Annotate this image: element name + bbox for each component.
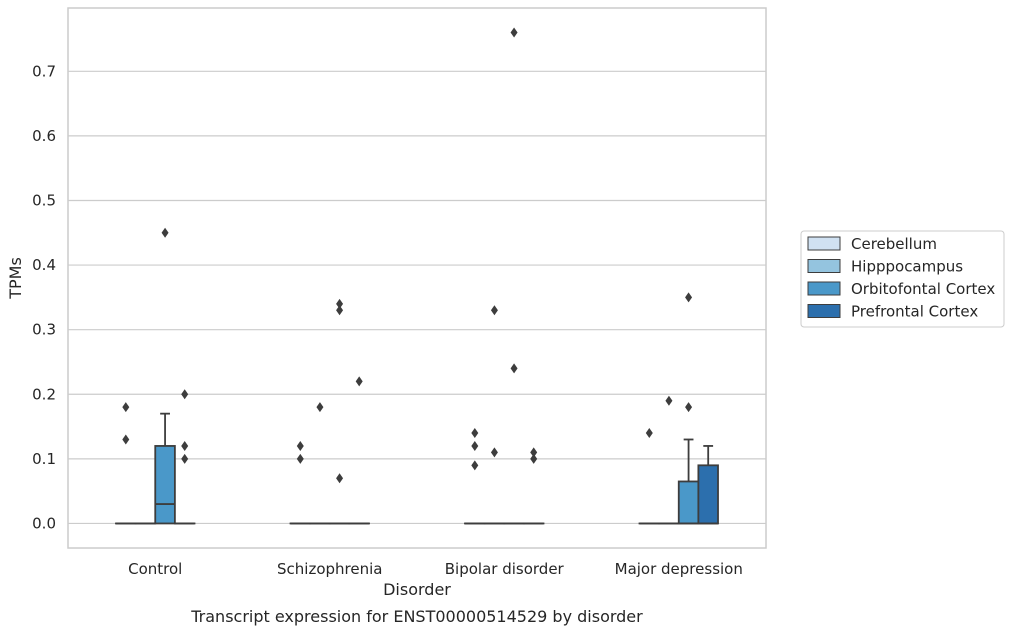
legend-swatch xyxy=(807,259,841,273)
box-prefrontal-cortex xyxy=(697,445,719,525)
box-body xyxy=(677,480,700,525)
y-tick-label: 0.4 xyxy=(32,256,56,274)
y-tick-label: 0.3 xyxy=(32,321,56,339)
outlier-point xyxy=(510,27,518,38)
y-tick-label: 0.7 xyxy=(32,62,56,80)
box-orbitofontal-cortex xyxy=(154,412,176,525)
x-tick-label: Schizophrenia xyxy=(277,560,382,578)
outlier-point xyxy=(122,402,130,413)
x-tick-label: Bipolar disorder xyxy=(445,560,565,578)
outlier-point xyxy=(181,453,189,464)
outlier-point xyxy=(665,395,673,406)
outlier-point xyxy=(336,305,344,316)
y-tick-labels: 0.0 0.1 0.2 0.3 0.4 0.5 0.6 0.7 xyxy=(32,62,56,532)
outlier-point xyxy=(161,227,169,238)
y-tick-label: 0.1 xyxy=(32,450,56,468)
legend-swatch xyxy=(807,304,841,318)
outlier-point xyxy=(336,473,344,484)
y-tick-label: 0.5 xyxy=(32,191,56,209)
legend: Cerebellum Hipppocampus Orbitofontal Corte… xyxy=(800,230,1005,328)
y-tick-label: 0.6 xyxy=(32,127,56,145)
x-tick-labels: Control Schizophrenia Bipolar disorder Majo… xyxy=(128,560,743,578)
y-tick-label: 0.0 xyxy=(32,514,56,532)
outliers xyxy=(122,27,693,484)
outlier-point xyxy=(336,298,344,309)
outlier-point xyxy=(355,376,363,387)
outlier-point xyxy=(510,363,518,374)
outlier-point xyxy=(122,434,130,445)
x-tick-label: Control xyxy=(128,560,182,578)
outlier-point xyxy=(471,460,479,471)
x-tick-label: Major depression xyxy=(615,560,743,578)
outlier-point xyxy=(316,402,324,413)
plot-frame xyxy=(67,7,767,549)
chart-caption: Transcript expression for ENST0000051452… xyxy=(190,607,643,626)
outlier-point xyxy=(296,453,304,464)
outlier-point xyxy=(645,428,653,439)
legend-label: Prefrontal Cortex xyxy=(851,303,978,321)
box-body xyxy=(154,445,176,525)
boxes xyxy=(115,412,719,525)
legend-frame xyxy=(800,230,1005,328)
legend-swatch xyxy=(807,236,841,251)
outlier-point xyxy=(181,389,189,400)
outlier-point xyxy=(530,453,538,464)
y-tick-label: 0.2 xyxy=(32,385,56,403)
box-orbitofontal-cortex xyxy=(677,438,700,525)
outlier-point xyxy=(471,440,479,451)
outlier-point xyxy=(685,402,693,413)
legend-label: Orbitofontal Cortex xyxy=(851,280,995,298)
outlier-point xyxy=(685,292,693,303)
outlier-point xyxy=(530,447,538,458)
outlier-point xyxy=(181,440,189,451)
outlier-point xyxy=(296,440,304,451)
outlier-point xyxy=(490,447,498,458)
box-body xyxy=(697,464,719,525)
y-axis-label: TPMs xyxy=(6,257,25,300)
legend-label: Cerebellum xyxy=(851,235,937,253)
legend-label: Hipppocampus xyxy=(851,258,963,276)
outlier-point xyxy=(471,428,479,439)
outlier-point xyxy=(490,305,498,316)
legend-swatch xyxy=(807,281,841,296)
x-axis-label: Disorder xyxy=(383,580,451,599)
